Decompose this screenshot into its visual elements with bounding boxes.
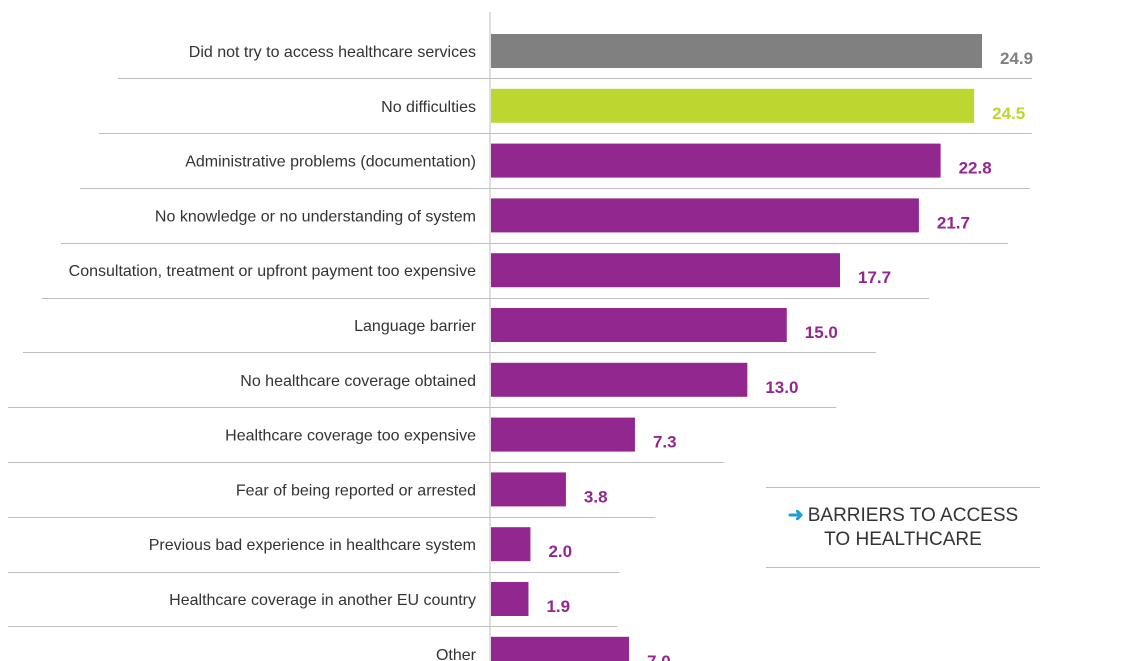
data-label: 3.8 (584, 487, 608, 506)
category-label: Administrative problems (documentation) (185, 154, 476, 171)
chart-title-text: BARRIERS TO ACCESS TO HEALTHCARE (807, 504, 1019, 550)
category-label: Did not try to access healthcare service… (189, 44, 476, 61)
data-label: 24.5 (992, 104, 1025, 123)
chart-title-box: ➜ BARRIERS TO ACCESS TO HEALTHCARE (766, 487, 1040, 568)
data-label: 15.0 (805, 323, 838, 342)
bar (491, 527, 531, 562)
category-label: No difficulties (381, 99, 476, 116)
category-label: Previous bad experience in healthcare sy… (149, 537, 476, 554)
category-label: Healthcare coverage too expensive (225, 428, 476, 445)
bar (491, 88, 975, 123)
bar (491, 582, 529, 616)
arrow-right-icon: ➜ (787, 504, 804, 526)
category-label: Language barrier (354, 318, 477, 335)
category-label: Fear of being reported or arrested (236, 482, 476, 499)
category-label: Healthcare coverage in another EU countr… (169, 592, 476, 609)
bar (491, 143, 941, 178)
data-label: 17.7 (858, 268, 891, 287)
data-label: 7.3 (653, 433, 677, 452)
data-label: 21.7 (937, 213, 970, 232)
bar (491, 308, 787, 342)
bar (491, 34, 982, 68)
category-label: No healthcare coverage obtained (240, 373, 476, 390)
data-label: 24.9 (1000, 49, 1033, 68)
data-label: 2.0 (548, 542, 572, 561)
data-label: 22.8 (959, 159, 992, 178)
bar (491, 362, 748, 397)
data-label: 7.0 (647, 652, 671, 661)
bar (491, 636, 630, 661)
data-label: 1.9 (546, 597, 570, 616)
category-label: Consultation, treatment or upfront payme… (69, 263, 476, 280)
chart-title: ➜ BARRIERS TO ACCESS TO HEALTHCARE (783, 504, 1023, 552)
category-label: No knowledge or no understanding of syst… (155, 208, 476, 225)
category-label: Other (436, 647, 477, 661)
bar (491, 198, 919, 233)
bar (491, 472, 566, 507)
bar (491, 253, 841, 288)
bar (491, 417, 635, 452)
data-label: 13.0 (765, 378, 798, 397)
